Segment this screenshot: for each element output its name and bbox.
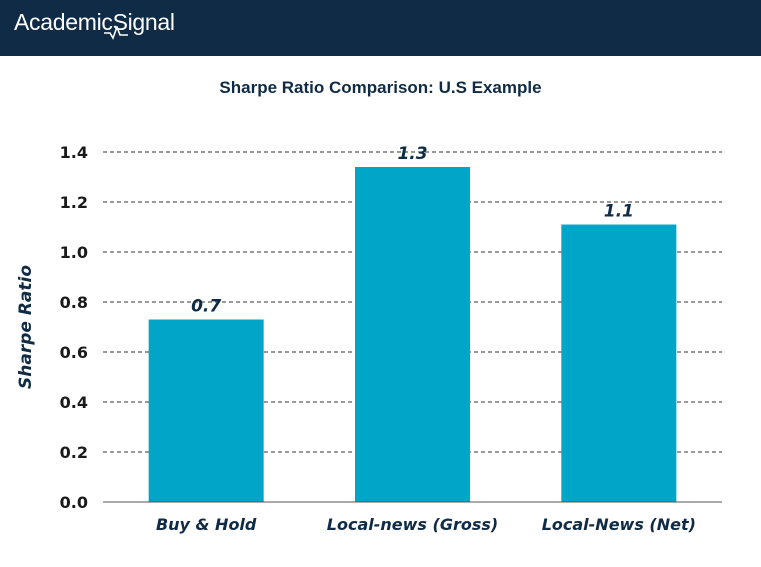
y-tick-label: 0.0 <box>60 493 88 512</box>
app-header: AcademicSignal <box>0 0 761 56</box>
y-tick-label: 1.4 <box>60 143 88 162</box>
chart-title: Sharpe Ratio Comparison: U.S Example <box>219 78 542 97</box>
y-tick-label: 0.6 <box>60 343 88 362</box>
x-category-label: Buy & Hold <box>156 515 257 534</box>
bar <box>355 167 470 502</box>
bar <box>148 319 264 502</box>
data-labels: 0.7 1.3 1.1 <box>191 144 634 317</box>
y-tick-label: 1.2 <box>60 193 88 212</box>
signal-wave-icon <box>104 26 128 40</box>
y-tick-labels: 0.0 0.2 0.4 0.6 0.8 1.0 1.2 1.4 <box>60 143 88 512</box>
y-tick-label: 0.4 <box>60 393 88 412</box>
logo-text: AcademicSignal <box>14 9 175 35</box>
x-category-label: Local-News (Net) <box>542 515 696 534</box>
y-tick-label: 1.0 <box>60 243 88 262</box>
x-category-label: Local-news (Gross) <box>327 515 498 534</box>
data-label: 0.7 <box>191 297 221 317</box>
y-tick-label: 0.2 <box>60 443 88 462</box>
data-label: 1.3 <box>397 144 427 164</box>
y-axis-title: Sharpe Ratio <box>16 265 36 389</box>
data-label: 1.1 <box>604 202 634 222</box>
bar <box>561 224 677 502</box>
bars <box>148 167 677 502</box>
y-tick-label: 0.8 <box>60 293 88 312</box>
x-category-labels: Buy & Hold Local-news (Gross) Local-News (… <box>156 515 696 534</box>
